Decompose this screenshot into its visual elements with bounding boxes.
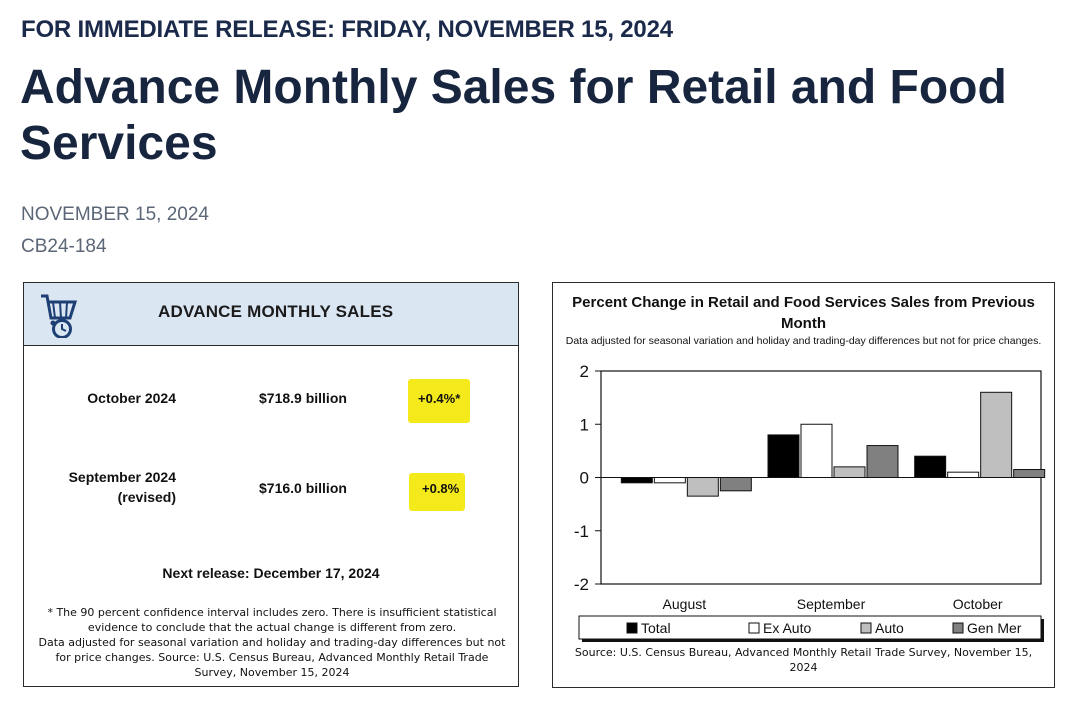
footnote-confidence: * The 90 percent confidence interval inc… — [47, 606, 497, 634]
release-date: NOVEMBER 15, 2024 — [21, 204, 209, 225]
y-tick-label: -2 — [574, 575, 589, 594]
chart-title: Percent Change in Retail and Food Servic… — [572, 294, 1035, 332]
footnote-source: Data adjusted for seasonal variation and… — [38, 636, 506, 679]
row-change-october: +0.4%* — [418, 391, 461, 406]
card-header: ADVANCE MONTHLY SALES — [24, 283, 518, 346]
y-tick-label: 1 — [580, 415, 589, 434]
row-value-september: $716.0 billion — [259, 480, 347, 496]
bar-total-september — [767, 434, 800, 478]
bar-auto-september — [833, 466, 866, 479]
bar-auto-october — [980, 391, 1013, 478]
x-category-label: August — [663, 596, 707, 612]
row-label-september: September 2024 — [68, 469, 176, 485]
legend-swatch-auto — [860, 622, 872, 634]
highlight-september — [409, 473, 465, 511]
bar-total-october — [914, 455, 947, 478]
chart-subtitle: Data adjusted for seasonal variation and… — [565, 335, 1042, 347]
legend-label-ex-auto: Ex Auto — [763, 620, 811, 636]
x-category-label: October — [953, 596, 1003, 612]
shopping-cart-clock-icon — [41, 294, 78, 338]
y-tick-label: 2 — [580, 362, 589, 381]
page-title: Advance Monthly Sales for Retail and Foo… — [20, 61, 1007, 170]
row-value-october: $718.9 billion — [259, 390, 347, 406]
bar-gen-mer-august — [719, 477, 752, 492]
y-tick-label: -1 — [574, 522, 589, 541]
bar-chart: 2 1 0 -1 -2 August September October Total Ex Aut… — [574, 362, 1046, 642]
row-label-october: October 2024 — [87, 390, 176, 406]
legend-label-gen-mer: Gen Mer — [967, 620, 1022, 636]
bar-auto-august — [686, 477, 719, 497]
bar-ex-auto-october — [947, 471, 980, 479]
legend-swatch-gen-mer — [952, 622, 964, 634]
chart-source: Source: U.S. Census Bureau, Advanced Mon… — [574, 646, 1033, 674]
release-id: CB24-184 — [21, 236, 107, 257]
next-release: Next release: December 17, 2024 — [162, 565, 380, 581]
bar-gen-mer-september — [866, 445, 899, 479]
row-label-september-revised: (revised) — [117, 489, 176, 505]
bar-ex-auto-august — [653, 477, 686, 484]
bar-total-august — [620, 477, 653, 484]
x-category-label: September — [797, 596, 866, 612]
retail-sales-chart-card: Percent Change in Retail and Food Servic… — [552, 282, 1055, 688]
legend-box — [578, 615, 1042, 640]
legend-label-auto: Auto — [875, 620, 904, 636]
row-change-september: +0.8% — [422, 481, 460, 496]
legend-swatch-total — [626, 622, 638, 634]
release-line: FOR IMMEDIATE RELEASE: FRIDAY, NOVEMBER … — [21, 16, 673, 43]
highlight-october — [408, 379, 470, 423]
legend-label-total: Total — [641, 620, 671, 636]
legend-swatch-ex-auto — [748, 622, 760, 634]
card-title: ADVANCE MONTHLY SALES — [158, 302, 394, 321]
advance-monthly-sales-card: ADVANCE MONTHLY SALES October 2024 $718.… — [23, 282, 519, 687]
bar-gen-mer-october — [1013, 469, 1046, 478]
y-tick-label: 0 — [580, 469, 589, 488]
bar-ex-auto-september — [800, 423, 833, 478]
